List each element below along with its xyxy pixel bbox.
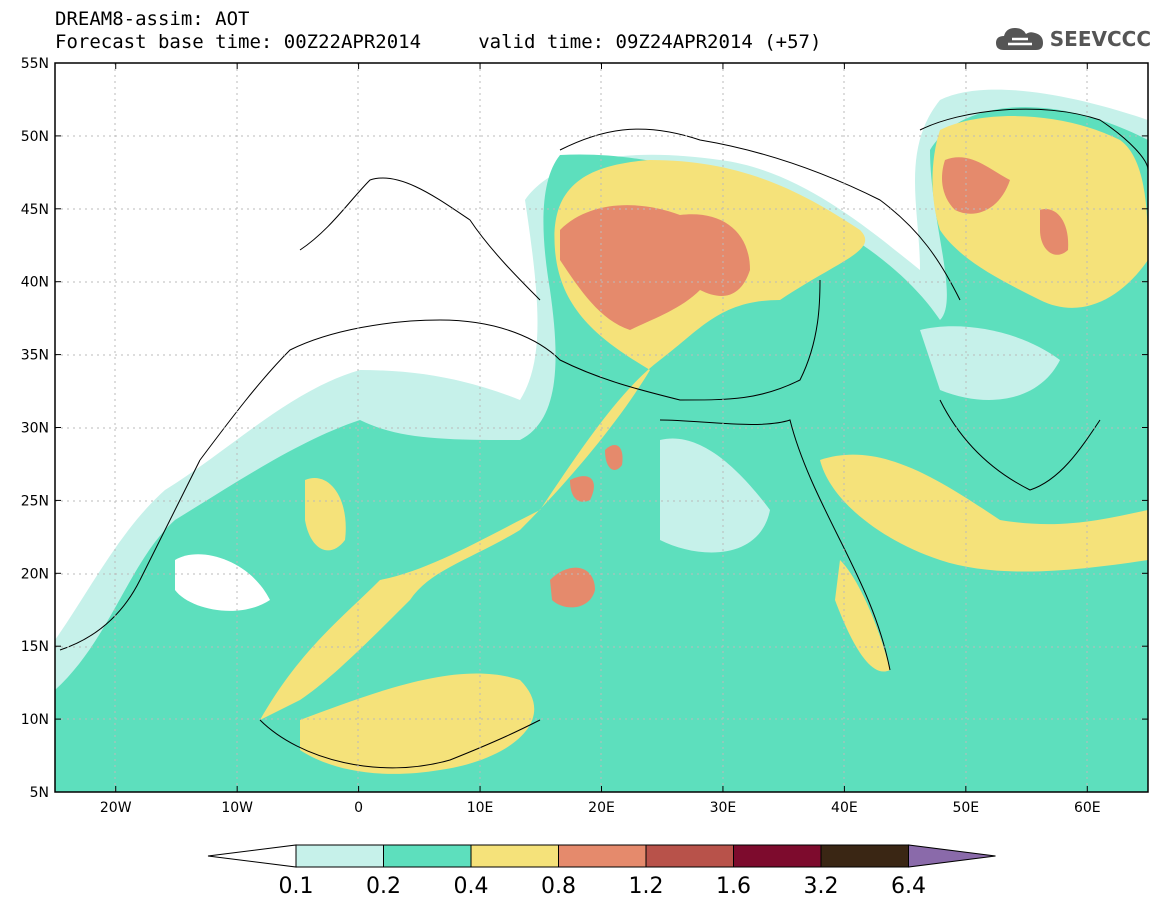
lon-tick-label: 30E — [710, 800, 737, 816]
latitude-ticks: 55N 50N 45N 40N 35N 30N 25N 20N 15N 10N 5N — [21, 56, 1148, 801]
colorbar: 0.1 0.2 0.4 0.8 1.2 1.6 3.2 6.4 — [207, 844, 996, 899]
lon-tick-label: 20E — [588, 800, 615, 816]
colorbar-label: 3.2 — [804, 874, 839, 899]
lat-tick-label: 10N — [21, 712, 49, 728]
colorbar-swatch — [383, 844, 472, 868]
lon-tick-label: 10E — [467, 800, 494, 816]
map-subtitle: Forecast base time: 00Z22APR2014 valid t… — [55, 31, 822, 53]
lat-tick-label: 30N — [21, 421, 49, 437]
lon-tick-label: 0 — [354, 800, 363, 816]
colorbar-label: 6.4 — [891, 874, 926, 899]
colorbar-label: 0.1 — [279, 874, 314, 899]
seevccc-logo: SEEVCCC — [994, 24, 1151, 54]
colorbar-swatch — [820, 844, 909, 868]
lat-tick-label: 20N — [21, 566, 49, 582]
colorbar-swatch — [470, 844, 559, 868]
lat-tick-label: 15N — [21, 639, 49, 655]
longitude-ticks: 20W 10W 0 10E 20E 30E 40E 50E 60E — [100, 63, 1101, 816]
gridlines — [55, 63, 1148, 792]
lat-tick-label: 35N — [21, 348, 49, 364]
colorbar-swatch — [733, 844, 822, 868]
lon-tick-label: 10W — [221, 800, 253, 816]
coastlines — [59, 108, 1148, 769]
colorbar-label: 1.6 — [716, 874, 751, 899]
lat-tick-label: 45N — [21, 202, 49, 218]
lat-tick-label: 25N — [21, 493, 49, 509]
map-title: DREAM8-assim: AOT — [55, 8, 250, 30]
colorbar-under-arrow — [207, 844, 297, 868]
colorbar-label: 1.2 — [629, 874, 664, 899]
colorbar-label: 0.8 — [541, 874, 576, 899]
colorbar-label: 0.4 — [454, 874, 489, 899]
lat-tick-label: 40N — [21, 275, 49, 291]
colorbar-swatch — [558, 844, 647, 868]
lon-tick-label: 60E — [1074, 800, 1101, 816]
lon-tick-label: 50E — [952, 800, 979, 816]
colorbar-swatch — [295, 844, 384, 868]
lat-tick-label: 55N — [21, 56, 49, 72]
colorbar-swatch — [645, 844, 734, 868]
logo-text: SEEVCCC — [1049, 27, 1151, 51]
lon-tick-label: 20W — [100, 800, 132, 816]
colorbar-label: 0.2 — [366, 874, 401, 899]
lat-tick-label: 5N — [30, 785, 49, 801]
lat-tick-label: 50N — [21, 129, 49, 145]
colorbar-over-arrow — [908, 844, 996, 868]
cloud-icon — [995, 28, 1043, 50]
lon-tick-label: 40E — [831, 800, 858, 816]
aot-field — [55, 89, 1148, 792]
